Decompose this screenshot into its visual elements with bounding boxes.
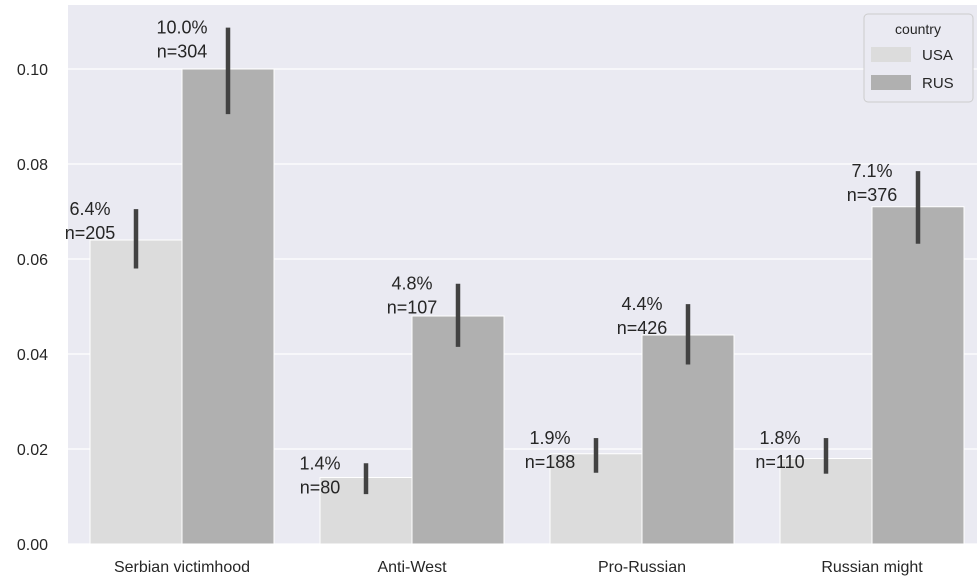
bar-percent-label: 1.8% [759,428,800,448]
x-tick-label: Pro-Russian [598,559,686,576]
bar-rus [411,315,505,545]
bar-count-label: n=188 [525,452,576,472]
x-tick-label: Anti-West [377,559,447,576]
bar-usa [89,239,183,545]
x-tick-label: Serbian victimhood [114,559,250,576]
x-tick-label: Russian might [821,559,923,576]
y-tick-label: 0.10 [17,62,48,79]
legend-title: country [895,21,941,37]
bar-count-label: n=376 [847,185,898,205]
bar-rus [641,334,735,545]
y-tick-label: 0.08 [17,157,48,174]
bar-percent-label: 4.8% [391,274,432,294]
legend-label-rus: RUS [922,75,954,92]
y-tick-label: 0.04 [17,347,48,364]
bar-rus [871,206,965,545]
y-tick-label: 0.06 [17,252,48,269]
y-axis-tick-labels: 0.00 0.02 0.04 0.06 0.08 0.10 [17,62,48,554]
y-tick-label: 0.02 [17,442,48,459]
bar-rus [181,68,275,545]
bar-count-label: n=426 [617,318,668,338]
bar-value-labels: 6.4% n=205 1.4% n=80 1.9% n=188 1.8% n=110 10.0%… [65,18,898,498]
bars [89,68,965,545]
bar-count-label: n=110 [755,452,804,472]
bar-percent-label: 7.1% [851,161,892,181]
bar-count-label: n=304 [157,42,208,62]
bar-count-label: n=107 [387,298,438,318]
bar-percent-label: 6.4% [69,199,110,219]
bar-percent-label: 1.9% [529,428,570,448]
x-axis-tick-labels: Serbian victimhood Anti-West Pro-Russian Ru… [114,559,923,576]
legend-label-usa: USA [922,47,953,64]
bar-count-label: n=205 [65,223,116,243]
legend-swatch-usa [871,47,911,62]
legend: country USA RUS [863,13,974,103]
legend-swatch-rus [871,75,911,90]
bar-percent-label: 10.0% [156,18,207,38]
bar-count-label: n=80 [300,477,341,497]
bar-percent-label: 4.4% [621,294,662,314]
bar-percent-label: 1.4% [299,453,340,473]
y-tick-label: 0.00 [17,537,48,554]
error-bars [133,27,921,495]
